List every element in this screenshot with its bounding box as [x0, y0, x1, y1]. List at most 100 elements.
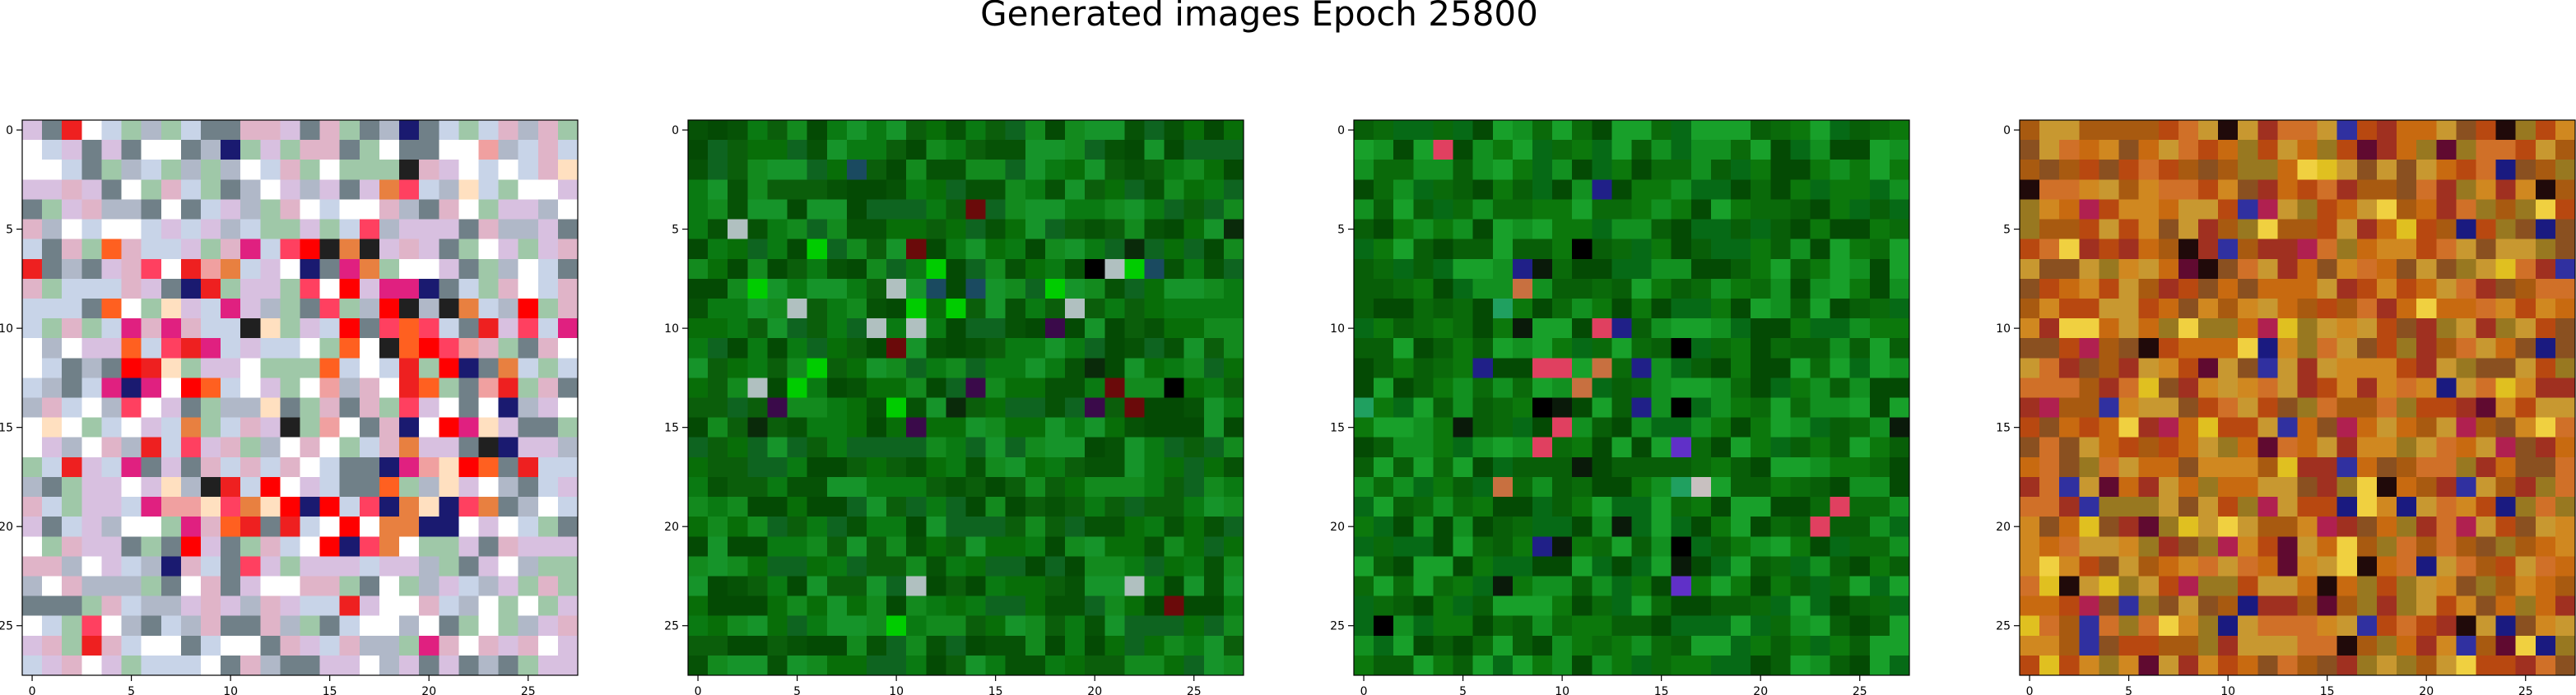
pixel: [2356, 456, 2378, 478]
pixel: [2456, 576, 2477, 597]
pixel: [2476, 179, 2497, 201]
pixel: [180, 219, 202, 240]
pixel: [221, 397, 241, 419]
pixel: [688, 437, 709, 458]
x-tick-label: 10: [223, 685, 238, 695]
pixel: [557, 378, 579, 399]
pixel: [160, 417, 182, 438]
pixel: [2436, 417, 2457, 438]
pixel: [1611, 576, 1633, 597]
pixel: [1710, 476, 1732, 498]
pixel: [2118, 437, 2140, 458]
pixel: [1611, 298, 1633, 319]
pixel: [300, 140, 321, 160]
pixel: [1065, 517, 1086, 537]
pixel: [2197, 358, 2219, 378]
pixel: [1651, 576, 1672, 597]
pixel: [498, 120, 519, 141]
pixel: [2218, 456, 2239, 478]
pixel: [2218, 655, 2239, 676]
pixel: [2020, 219, 2040, 240]
pixel: [1671, 556, 1692, 577]
pixel: [2238, 219, 2258, 240]
pixel: [101, 456, 123, 478]
pixel: [518, 536, 539, 557]
pixel: [1592, 556, 1612, 577]
pixel: [1453, 278, 1474, 299]
pixel: [1492, 536, 1514, 557]
pixel: [1790, 338, 1811, 359]
pixel: [419, 239, 439, 260]
pixel: [2337, 655, 2358, 676]
pixel: [1374, 358, 1394, 378]
pixel: [1413, 219, 1434, 240]
pixel: [1830, 199, 1851, 220]
pixel: [2397, 179, 2417, 201]
pixel: [2495, 378, 2517, 399]
pixel: [160, 517, 182, 537]
pixel: [688, 239, 709, 260]
pixel: [826, 417, 848, 438]
pixel: [1164, 417, 1185, 438]
pixel: [180, 298, 202, 319]
pixel: [688, 160, 709, 180]
pixel: [518, 417, 539, 438]
x-tick-label: 15: [2320, 685, 2335, 695]
pixel: [2495, 199, 2517, 220]
pixel: [906, 517, 927, 537]
pixel: [2238, 417, 2258, 438]
pixel: [2397, 298, 2417, 319]
pixel: [2138, 635, 2160, 656]
pixel: [2178, 199, 2199, 220]
pixel: [1354, 655, 1374, 676]
pixel: [2515, 358, 2536, 378]
pixel: [1104, 239, 1125, 260]
pixel: [1710, 120, 1732, 141]
pixel: [1690, 378, 1712, 399]
pixel: [2158, 476, 2179, 498]
pixel: [1631, 595, 1653, 617]
pixel: [81, 179, 103, 201]
pixel: [1065, 358, 1086, 378]
pixel: [1065, 497, 1086, 517]
pixel: [2178, 160, 2199, 180]
pixel: [708, 179, 728, 201]
pixel: [1144, 417, 1165, 438]
pixel: [2555, 576, 2576, 597]
pixel: [807, 615, 828, 637]
pixel: [300, 318, 321, 339]
pixel: [2436, 338, 2457, 359]
pixel: [906, 199, 927, 220]
pixel: [1552, 318, 1573, 339]
x-tick-label: 20: [1753, 685, 1768, 695]
pixel: [439, 476, 459, 498]
pixel: [2476, 397, 2497, 419]
pixel: [1044, 437, 1066, 458]
pixel: [1025, 140, 1046, 160]
pixel: [1164, 397, 1185, 419]
pixel: [2535, 556, 2556, 577]
pixel: [1374, 298, 1394, 319]
pixel: [2317, 437, 2338, 458]
pixel: [240, 556, 261, 577]
pixel: [2079, 338, 2100, 359]
pixel: [1374, 179, 1394, 201]
pixel: [1830, 655, 1851, 676]
pixel: [1869, 397, 1890, 419]
pixel: [1183, 615, 1205, 637]
pixel: [1005, 615, 1026, 637]
pixel: [101, 358, 123, 378]
pixel: [747, 556, 769, 577]
pixel: [985, 615, 1007, 637]
pixel: [22, 615, 43, 637]
pixel: [200, 258, 221, 280]
pixel: [458, 397, 480, 419]
pixel: [965, 358, 987, 378]
pixel: [2059, 338, 2080, 359]
pixel: [1690, 199, 1712, 220]
pixel: [1552, 199, 1573, 220]
pixel: [300, 437, 321, 458]
pixel: [1413, 120, 1434, 141]
pixel: [1751, 397, 1771, 419]
pixel: [180, 576, 202, 597]
